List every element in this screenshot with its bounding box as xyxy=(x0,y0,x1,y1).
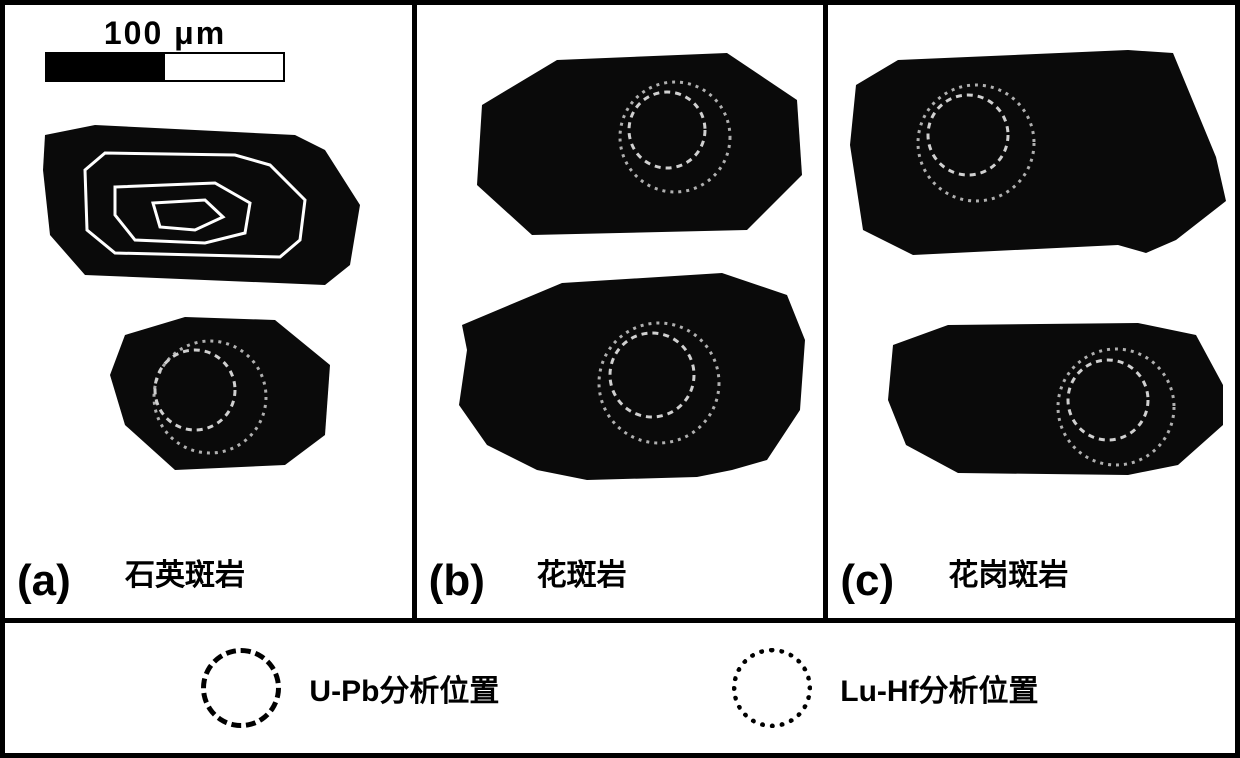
upb-circle-icon xyxy=(201,648,281,728)
panel-b-grain-lower xyxy=(459,273,805,480)
panel-b-name: 花斑岩 xyxy=(537,550,627,594)
panel-row: 100 μm (a) 石英斑岩 (b) 花斑岩 xyxy=(5,5,1235,623)
panel-a-letter: (a) xyxy=(17,556,71,606)
panel-c-grain-upper xyxy=(850,50,1226,255)
panel-c-name: 花岗斑岩 xyxy=(948,550,1068,594)
figure-container: 100 μm (a) 石英斑岩 (b) 花斑岩 xyxy=(0,0,1240,758)
panel-b-grains xyxy=(417,5,827,525)
panel-a: 100 μm (a) 石英斑岩 xyxy=(5,5,417,618)
panel-b: (b) 花斑岩 xyxy=(417,5,829,618)
panel-c-grains xyxy=(828,5,1235,525)
panel-b-grain-upper xyxy=(477,53,802,235)
legend-item-upb: U-Pb分析位置 xyxy=(201,648,499,728)
panel-c-letter: (c) xyxy=(840,556,894,606)
panel-a-name: 石英斑岩 xyxy=(125,550,245,594)
panel-c: (c) 花岗斑岩 xyxy=(828,5,1235,618)
panel-a-grain-upper xyxy=(43,125,360,285)
panel-a-grains xyxy=(5,5,415,525)
legend-item-luhf: Lu-Hf分析位置 xyxy=(732,648,1038,728)
panel-c-grain-lower xyxy=(888,323,1223,475)
luhf-circle-icon xyxy=(732,648,812,728)
legend-upb-label: U-Pb分析位置 xyxy=(309,666,499,710)
legend: U-Pb分析位置 Lu-Hf分析位置 xyxy=(5,623,1235,753)
panel-a-grain-lower xyxy=(110,317,330,470)
legend-luhf-label: Lu-Hf分析位置 xyxy=(840,666,1038,710)
panel-b-letter: (b) xyxy=(429,556,485,606)
